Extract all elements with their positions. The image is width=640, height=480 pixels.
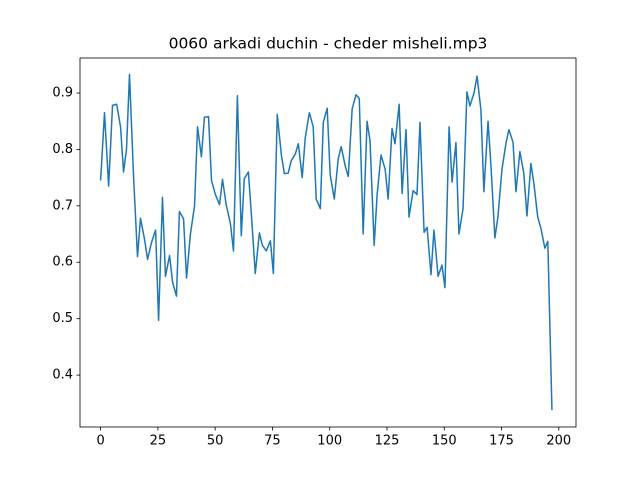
y-tick-label: 0.4 — [52, 368, 73, 383]
y-tick-label: 0.7 — [52, 198, 73, 213]
data-line — [99, 73, 553, 411]
y-tick-label: 0.6 — [52, 255, 73, 270]
y-tick-label: 0.5 — [52, 311, 73, 326]
x-tick-label: 150 — [432, 434, 457, 449]
x-tick-label: 100 — [317, 434, 342, 449]
x-tick-label: 175 — [489, 434, 514, 449]
y-tick-label: 0.9 — [52, 85, 73, 100]
y-tick-label: 0.8 — [52, 142, 73, 157]
x-tick-label: 125 — [375, 434, 400, 449]
x-tick-label: 50 — [207, 434, 224, 449]
x-tick-label: 0 — [96, 434, 104, 449]
chart-title: 0060 arkadi duchin - cheder misheli.mp3 — [169, 35, 488, 53]
axes-frame — [79, 57, 577, 428]
x-tick-label: 25 — [150, 434, 167, 449]
x-tick-label: 75 — [264, 434, 281, 449]
x-tick-label: 200 — [546, 434, 571, 449]
